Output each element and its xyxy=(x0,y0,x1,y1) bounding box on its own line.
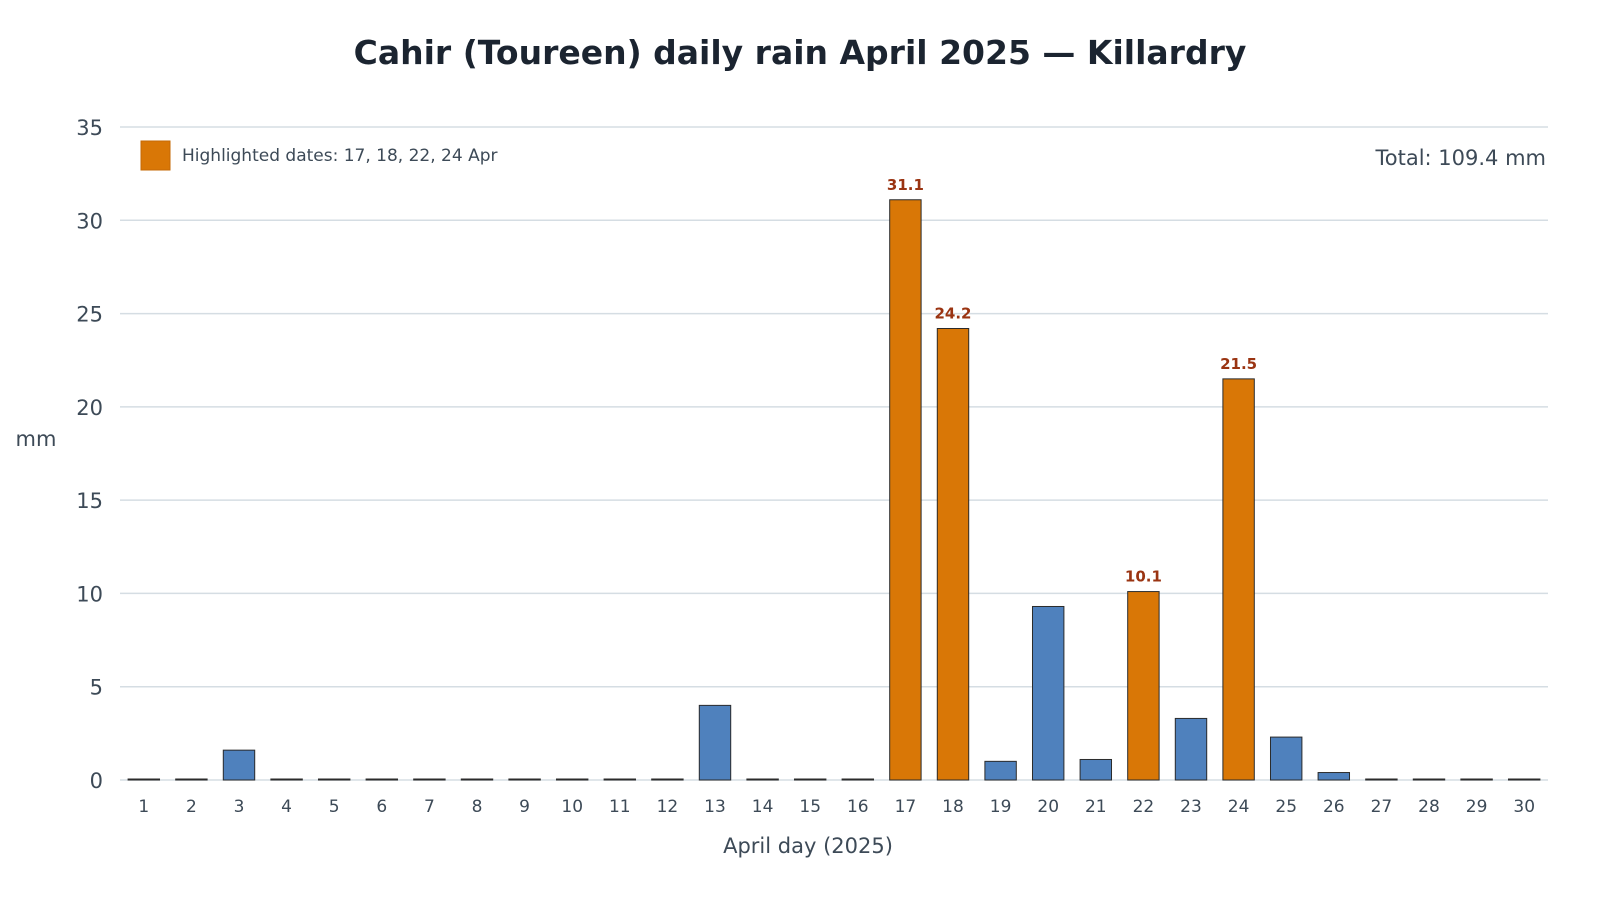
x-tick-label: 27 xyxy=(1371,797,1393,817)
x-tick-label: 22 xyxy=(1133,797,1155,817)
bar xyxy=(1507,778,1541,781)
bar xyxy=(270,778,303,781)
y-tick-label: 30 xyxy=(76,209,103,233)
bar xyxy=(175,778,208,781)
x-tick-label: 26 xyxy=(1323,797,1345,817)
x-tick-label: 17 xyxy=(895,797,917,817)
x-tick-label: 6 xyxy=(376,797,387,817)
x-tick-label: 2 xyxy=(186,797,197,817)
bar xyxy=(793,778,827,781)
bar-value-label: 10.1 xyxy=(1125,568,1162,586)
bar xyxy=(1412,778,1446,781)
legend-label: Highlighted dates: 17, 18, 22, 24 Apr xyxy=(182,146,498,166)
chart-title: Cahir (Toureen) daily rain April 2025 — … xyxy=(353,33,1247,72)
bar-value-labels: 31.1 24.2 10.1 21.5 xyxy=(887,176,1257,586)
bar xyxy=(1174,717,1208,781)
bar xyxy=(1460,778,1493,781)
bar xyxy=(651,778,684,781)
grid-lines xyxy=(120,126,1548,781)
x-tick-label: 29 xyxy=(1466,797,1488,817)
x-axis-ticks: 1 2 3 4 5 6 7 8 9 10 11 12 13 14 15 16 17 18 19 20 21 22 23 24 2… xyxy=(138,797,1535,817)
bar xyxy=(222,749,256,781)
y-tick-label: 35 xyxy=(76,116,103,140)
bars xyxy=(127,199,1541,781)
x-tick-label: 19 xyxy=(990,797,1012,817)
bar xyxy=(508,778,541,781)
x-tick-label: 7 xyxy=(424,797,435,817)
bar xyxy=(365,778,399,781)
x-tick-label: 10 xyxy=(561,797,583,817)
bar-value-label: 21.5 xyxy=(1220,355,1257,373)
x-tick-label: 11 xyxy=(609,797,631,817)
bar xyxy=(413,778,446,781)
x-tick-label: 13 xyxy=(704,797,726,817)
y-tick-label: 20 xyxy=(76,396,103,420)
x-tick-label: 30 xyxy=(1513,797,1535,817)
bar xyxy=(127,778,161,781)
bar xyxy=(1031,605,1065,781)
x-tick-label: 16 xyxy=(847,797,869,817)
bar-highlighted xyxy=(889,199,922,781)
bar xyxy=(460,778,494,781)
y-tick-label: 15 xyxy=(76,489,103,513)
x-tick-label: 1 xyxy=(138,797,149,817)
x-tick-label: 14 xyxy=(752,797,774,817)
x-tick-label: 4 xyxy=(281,797,292,817)
x-tick-label: 20 xyxy=(1037,797,1059,817)
bar xyxy=(1269,736,1303,781)
x-tick-label: 8 xyxy=(472,797,483,817)
bar xyxy=(603,778,637,781)
total-annotation: Total: 109.4 mm xyxy=(1374,146,1546,170)
bar xyxy=(317,778,351,781)
x-tick-label: 25 xyxy=(1275,797,1297,817)
y-tick-label: 5 xyxy=(90,676,103,700)
x-tick-label: 12 xyxy=(657,797,679,817)
legend-swatch xyxy=(140,140,171,171)
bar-value-label: 24.2 xyxy=(934,304,971,322)
bar-highlighted xyxy=(1222,378,1255,781)
bar xyxy=(984,760,1017,781)
bar xyxy=(1317,772,1351,781)
y-tick-label: 10 xyxy=(76,582,103,606)
bar xyxy=(698,704,732,781)
x-tick-label: 3 xyxy=(234,797,245,817)
x-tick-label: 21 xyxy=(1085,797,1107,817)
bar xyxy=(746,778,779,781)
x-tick-label: 9 xyxy=(519,797,530,817)
bar xyxy=(1079,758,1113,781)
bar xyxy=(841,778,875,781)
x-tick-label: 28 xyxy=(1418,797,1440,817)
y-axis-label: mm xyxy=(16,427,57,451)
bar-highlighted xyxy=(1127,591,1160,781)
x-tick-label: 15 xyxy=(799,797,821,817)
bar-highlighted xyxy=(936,327,970,781)
bar xyxy=(1365,778,1398,781)
x-tick-label: 18 xyxy=(942,797,964,817)
bar-value-label: 31.1 xyxy=(887,176,924,194)
y-tick-label: 25 xyxy=(76,303,103,327)
x-tick-label: 5 xyxy=(329,797,340,817)
y-axis-ticks: 0 5 10 15 20 25 30 35 xyxy=(76,116,103,793)
x-axis-label: April day (2025) xyxy=(723,834,893,858)
x-tick-label: 24 xyxy=(1228,797,1250,817)
bar xyxy=(555,778,589,781)
y-tick-label: 0 xyxy=(90,769,103,793)
x-tick-label: 23 xyxy=(1180,797,1202,817)
